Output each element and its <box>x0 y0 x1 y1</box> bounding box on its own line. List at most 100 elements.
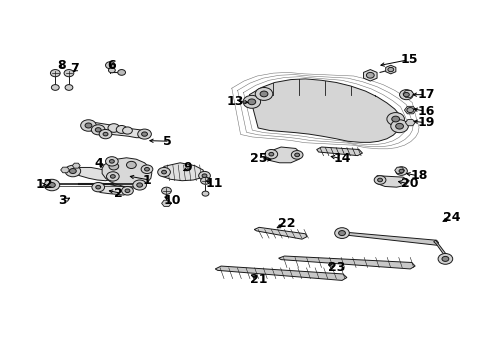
Circle shape <box>69 168 76 174</box>
Circle shape <box>294 153 299 157</box>
Circle shape <box>122 127 132 134</box>
Text: 22: 22 <box>277 217 295 230</box>
Circle shape <box>48 183 55 188</box>
Circle shape <box>161 187 171 194</box>
Circle shape <box>64 69 74 77</box>
Circle shape <box>81 120 96 131</box>
Circle shape <box>437 253 452 264</box>
Polygon shape <box>340 232 438 245</box>
Text: 12: 12 <box>36 178 53 191</box>
Circle shape <box>109 159 114 163</box>
Circle shape <box>142 132 147 136</box>
Text: 19: 19 <box>417 116 434 129</box>
Polygon shape <box>254 227 306 239</box>
Circle shape <box>133 180 146 190</box>
Circle shape <box>260 91 267 97</box>
Circle shape <box>106 172 119 181</box>
Text: 7: 7 <box>70 62 79 75</box>
Circle shape <box>108 124 120 132</box>
Circle shape <box>65 85 73 90</box>
Circle shape <box>51 85 59 90</box>
Text: 6: 6 <box>107 59 115 72</box>
Polygon shape <box>433 240 447 259</box>
Circle shape <box>161 170 166 174</box>
Circle shape <box>202 174 206 177</box>
Circle shape <box>202 191 208 196</box>
Circle shape <box>108 68 115 73</box>
Polygon shape <box>102 158 152 188</box>
Text: 18: 18 <box>409 169 427 182</box>
Circle shape <box>109 163 119 170</box>
Text: 5: 5 <box>162 135 171 148</box>
Circle shape <box>118 69 125 75</box>
Text: 21: 21 <box>250 273 267 286</box>
Circle shape <box>95 128 101 132</box>
Polygon shape <box>316 147 362 156</box>
Circle shape <box>144 167 149 171</box>
Circle shape <box>243 95 260 108</box>
Circle shape <box>403 93 408 97</box>
Circle shape <box>373 176 385 184</box>
Circle shape <box>44 179 60 191</box>
Polygon shape <box>278 256 414 269</box>
Circle shape <box>441 256 448 261</box>
Circle shape <box>255 87 272 100</box>
Circle shape <box>291 150 303 159</box>
Circle shape <box>85 123 92 128</box>
Circle shape <box>366 72 373 78</box>
Circle shape <box>386 113 404 126</box>
Circle shape <box>398 169 403 173</box>
Text: 10: 10 <box>163 194 181 207</box>
Circle shape <box>105 62 115 69</box>
Text: 9: 9 <box>183 161 192 174</box>
Circle shape <box>200 177 210 184</box>
Circle shape <box>50 69 60 77</box>
Circle shape <box>399 90 412 100</box>
Text: 4: 4 <box>94 157 103 170</box>
Circle shape <box>92 183 104 192</box>
Circle shape <box>65 165 81 177</box>
Polygon shape <box>249 79 401 142</box>
Circle shape <box>387 67 393 72</box>
Polygon shape <box>61 167 69 173</box>
Text: 20: 20 <box>400 177 417 190</box>
Polygon shape <box>402 90 413 97</box>
Text: 13: 13 <box>225 95 243 108</box>
Polygon shape <box>404 106 415 114</box>
Circle shape <box>395 167 407 175</box>
Circle shape <box>338 230 345 235</box>
Polygon shape <box>394 167 404 174</box>
Circle shape <box>96 185 101 189</box>
Polygon shape <box>72 163 80 168</box>
Text: 15: 15 <box>400 53 417 66</box>
Circle shape <box>247 99 255 105</box>
Circle shape <box>377 178 382 182</box>
Text: 16: 16 <box>417 105 434 118</box>
Circle shape <box>138 129 151 139</box>
Text: 8: 8 <box>57 59 65 72</box>
Circle shape <box>391 116 399 122</box>
Circle shape <box>103 132 108 136</box>
Circle shape <box>126 161 136 168</box>
Circle shape <box>141 165 153 174</box>
Polygon shape <box>161 200 171 206</box>
Circle shape <box>334 228 348 238</box>
Text: 25: 25 <box>250 152 267 165</box>
Text: 2: 2 <box>114 187 122 200</box>
Circle shape <box>158 167 170 177</box>
Polygon shape <box>385 65 395 74</box>
Polygon shape <box>73 167 113 181</box>
Text: 3: 3 <box>58 194 67 207</box>
Polygon shape <box>215 266 346 280</box>
Circle shape <box>105 157 118 166</box>
Circle shape <box>390 120 407 133</box>
Circle shape <box>125 189 130 193</box>
Circle shape <box>116 126 127 134</box>
Polygon shape <box>161 163 204 181</box>
Text: 11: 11 <box>205 177 223 190</box>
Text: 14: 14 <box>332 152 350 165</box>
Text: 24: 24 <box>443 211 460 224</box>
Polygon shape <box>264 147 302 163</box>
Circle shape <box>268 152 273 156</box>
Circle shape <box>99 130 112 139</box>
